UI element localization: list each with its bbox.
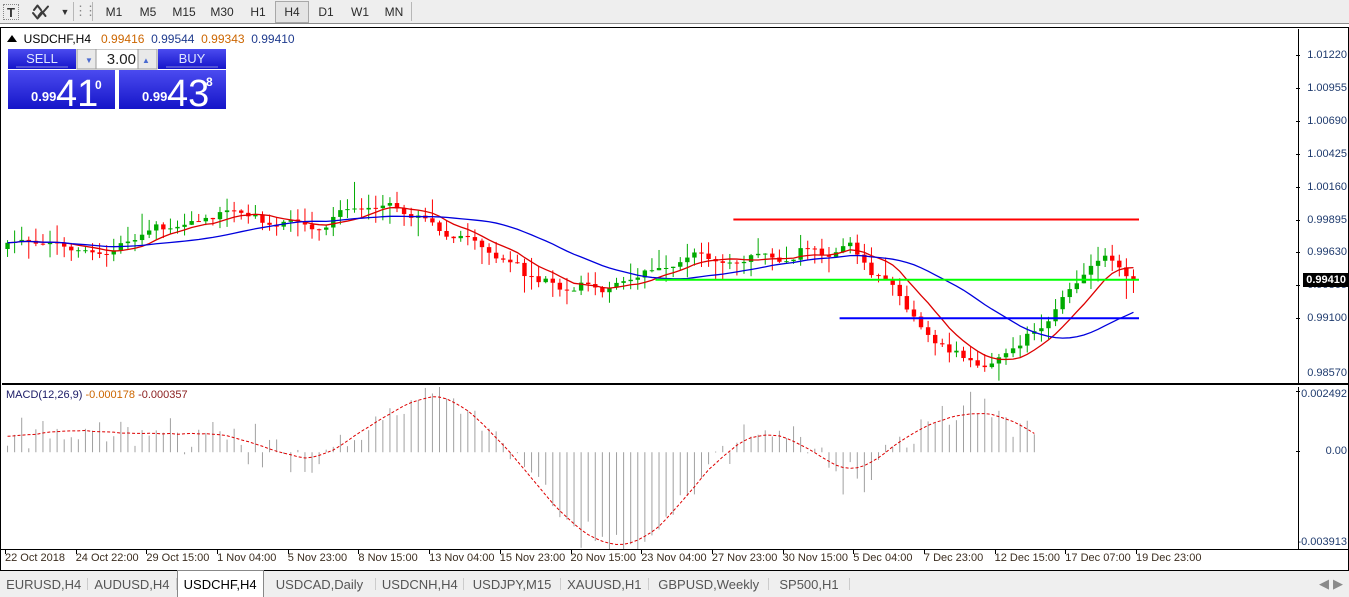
svg-text:BUY: BUY <box>179 51 206 66</box>
svg-text:0: 0 <box>95 78 102 92</box>
svg-text:▼: ▼ <box>85 56 93 65</box>
svg-text:3.00: 3.00 <box>107 51 136 68</box>
svg-text:8: 8 <box>206 75 213 89</box>
svg-text:41: 41 <box>56 73 98 109</box>
svg-text:0.99: 0.99 <box>142 89 167 104</box>
svg-text:0.99: 0.99 <box>31 89 56 104</box>
svg-text:▲: ▲ <box>142 56 150 65</box>
svg-text:43: 43 <box>167 73 209 109</box>
svg-text:SELL: SELL <box>26 51 58 66</box>
